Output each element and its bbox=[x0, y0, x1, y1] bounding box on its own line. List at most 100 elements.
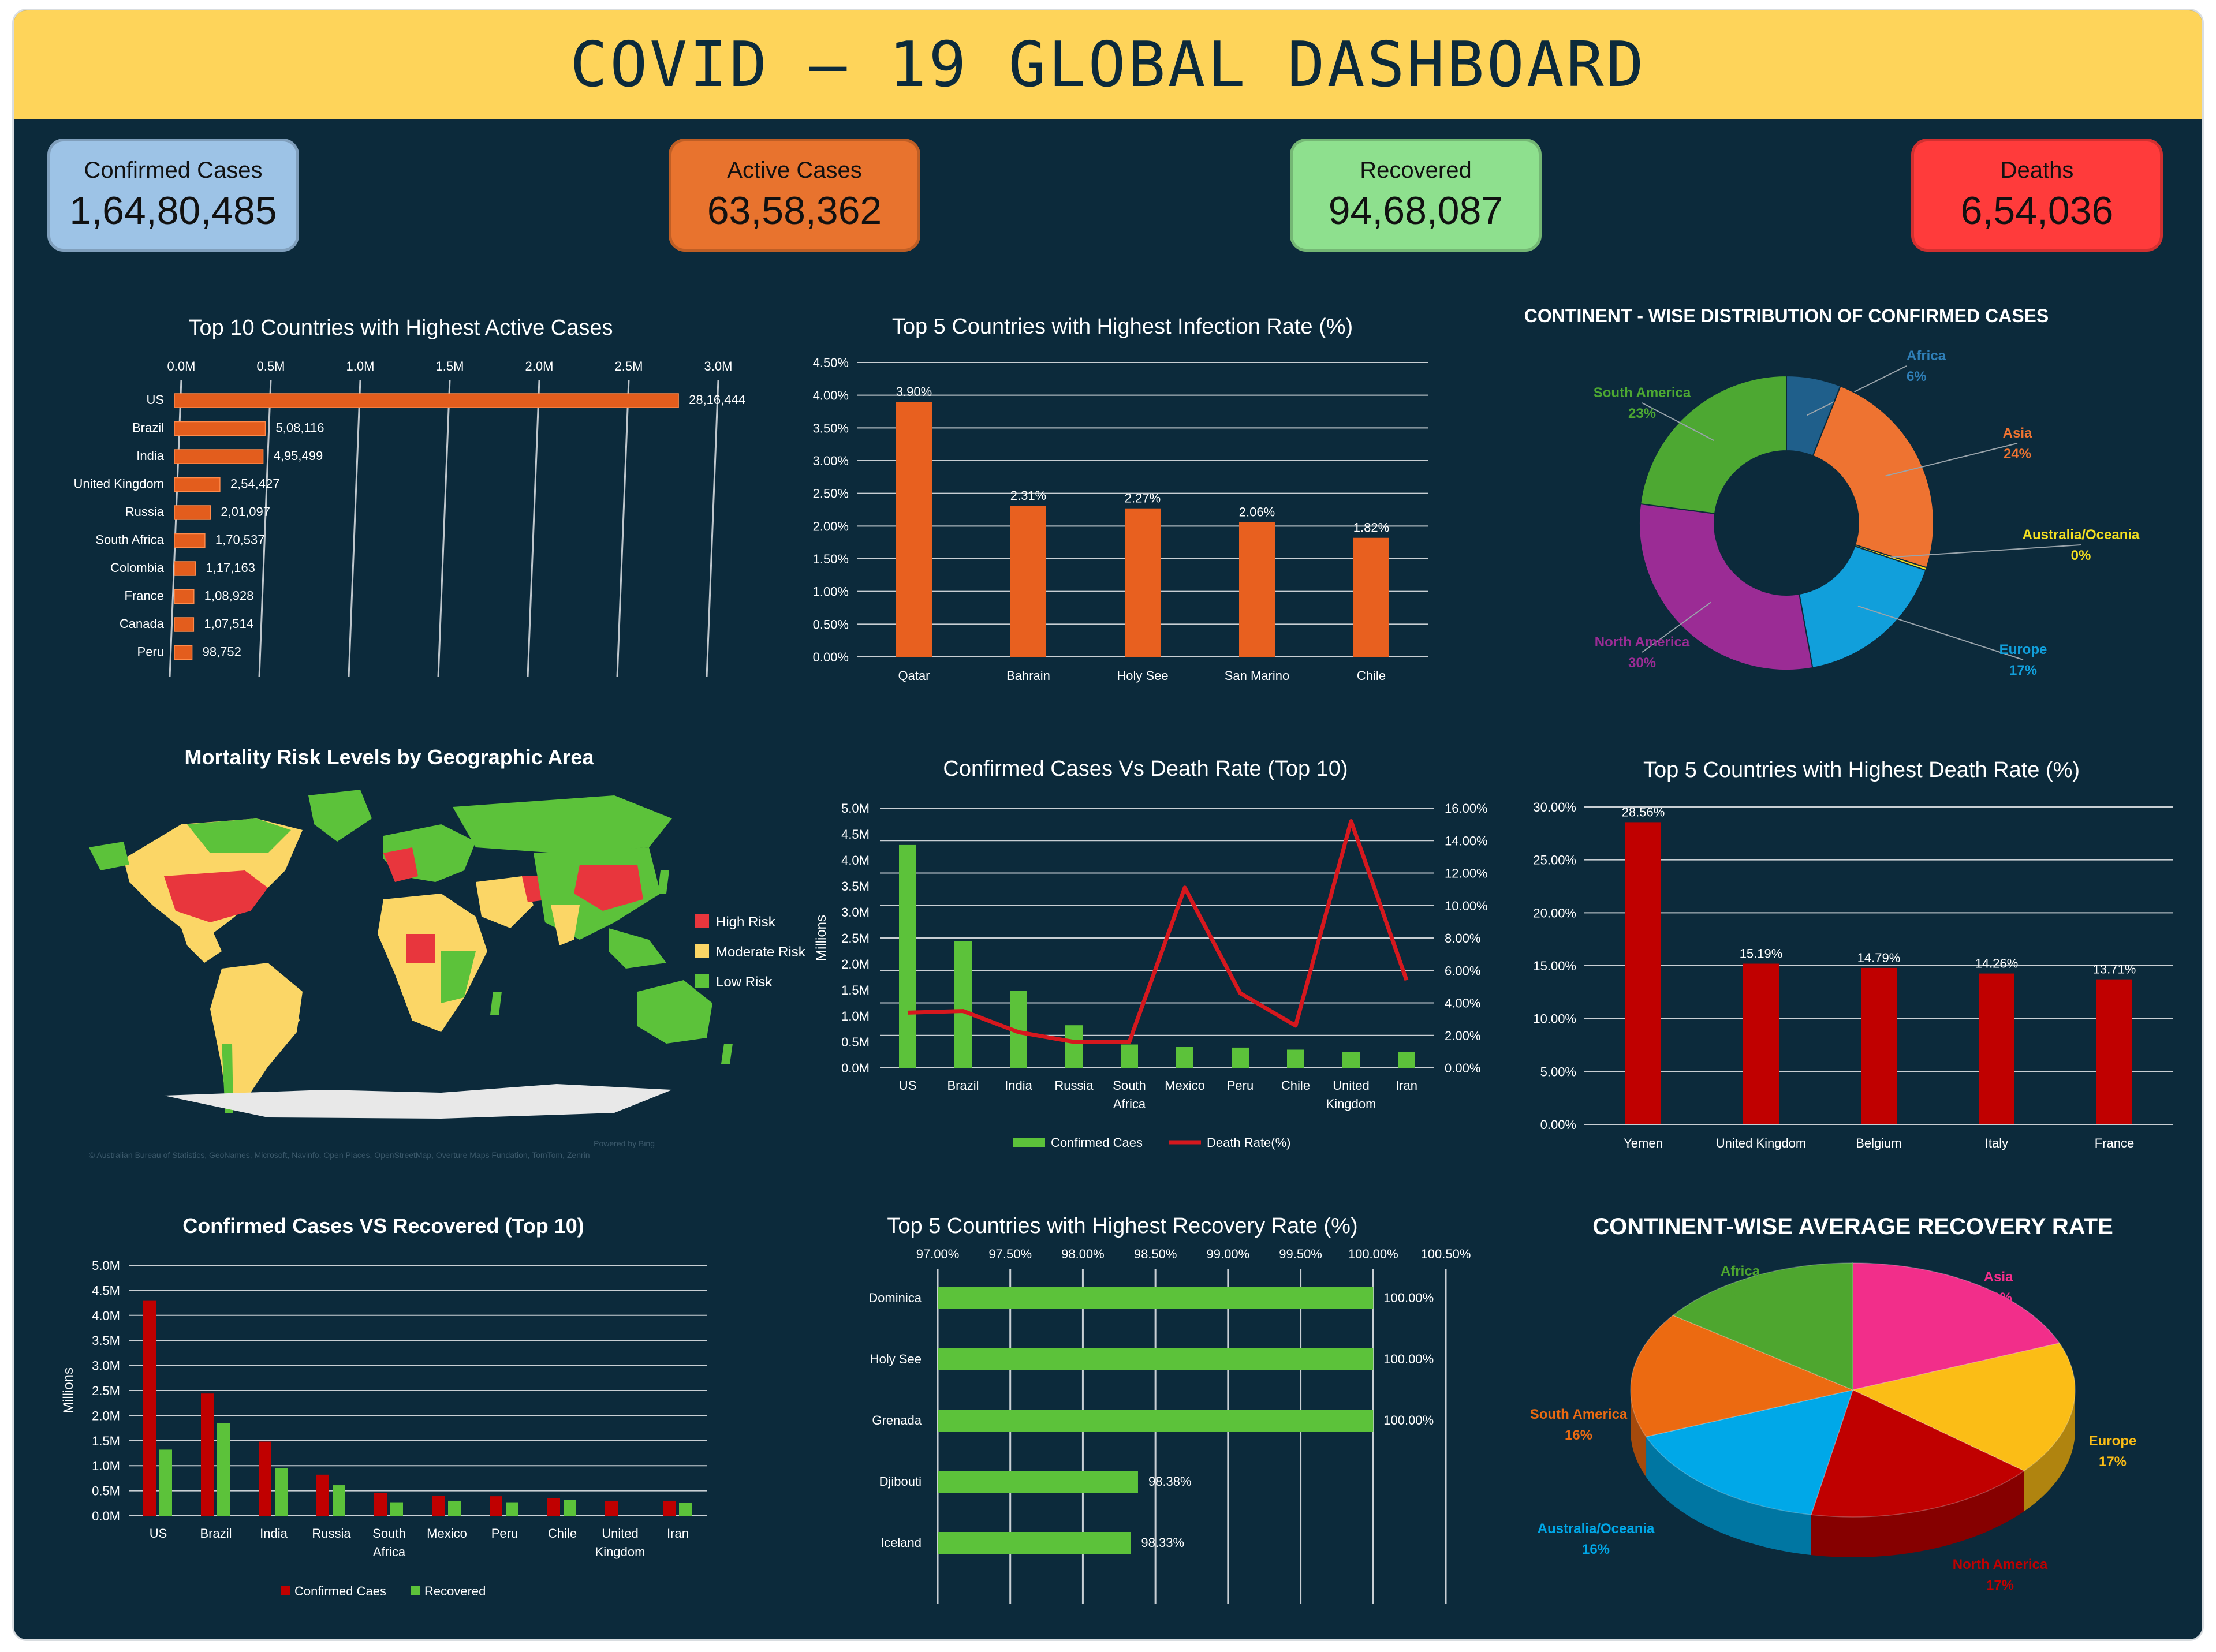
y-tick-label: 4.5M bbox=[841, 827, 870, 842]
category-label: United bbox=[1333, 1078, 1370, 1093]
category-label: Holy See bbox=[870, 1352, 922, 1366]
y2-tick-label: 10.00% bbox=[1445, 899, 1488, 913]
bar bbox=[1353, 537, 1389, 657]
bar bbox=[679, 1503, 692, 1516]
bar bbox=[1287, 1049, 1304, 1068]
bar bbox=[896, 402, 932, 657]
bar bbox=[1125, 508, 1161, 657]
x-tick-label: 1.0M bbox=[346, 359, 375, 373]
y-tick-label: 3.5M bbox=[92, 1333, 120, 1348]
bar bbox=[1398, 1052, 1415, 1068]
y-tick-label: 1.50% bbox=[813, 552, 849, 566]
chart-title: Top 5 Countries with Highest Death Rate … bbox=[1643, 758, 2080, 782]
bar bbox=[663, 1500, 676, 1516]
bar bbox=[333, 1485, 345, 1516]
map-region-new-zealand bbox=[721, 1044, 733, 1064]
y2-tick-label: 12.00% bbox=[1445, 866, 1488, 881]
x-tick-label: 3.0M bbox=[704, 359, 733, 373]
data-label: 14.26% bbox=[1975, 956, 2019, 971]
data-label: 1.82% bbox=[1353, 521, 1389, 535]
x-tick-label: 98.50% bbox=[1134, 1247, 1177, 1261]
bar bbox=[174, 449, 264, 464]
bar bbox=[432, 1496, 445, 1516]
category-label: Qatar bbox=[898, 668, 930, 683]
x-tick-label: 98.00% bbox=[1061, 1247, 1105, 1261]
data-label: 2.31% bbox=[1010, 488, 1046, 503]
series-line bbox=[907, 819, 1409, 1044]
category-label: South bbox=[1113, 1078, 1146, 1093]
kpi-value: 1,64,80,485 bbox=[69, 188, 277, 233]
infection-rate-chart: Top 5 Countries with Highest Infection R… bbox=[813, 315, 1428, 683]
y-tick-label: 3.5M bbox=[841, 879, 870, 894]
bar bbox=[174, 421, 266, 436]
gridline bbox=[527, 379, 540, 678]
map-region-southeast-asia bbox=[609, 928, 666, 969]
bar bbox=[954, 941, 972, 1068]
chart-title: CONTINENT-WISE AVERAGE RECOVERY RATE bbox=[1592, 1214, 2113, 1239]
y-tick-label: 15.00% bbox=[1533, 959, 1576, 973]
y-tick-label: 2.5M bbox=[92, 1384, 120, 1398]
y-tick-label: 0.0M bbox=[841, 1061, 870, 1075]
y-tick-label: 1.0M bbox=[841, 1009, 870, 1023]
data-label: 1,08,928 bbox=[204, 589, 254, 603]
bar bbox=[1342, 1052, 1360, 1068]
bar bbox=[506, 1502, 518, 1516]
map-region-mexico bbox=[181, 925, 222, 963]
category-label: US bbox=[899, 1078, 917, 1093]
mortality-risk-map: Mortality Risk Levels by Geographic Area bbox=[89, 745, 806, 1160]
data-label: 1,17,163 bbox=[206, 560, 255, 575]
map-region-japan bbox=[658, 870, 669, 894]
data-label: 1,70,537 bbox=[215, 533, 265, 547]
category-label: South Africa bbox=[95, 533, 164, 547]
map-region-russia bbox=[453, 795, 672, 853]
category-label: France bbox=[125, 589, 164, 603]
data-label: 1,07,514 bbox=[204, 616, 253, 631]
bar bbox=[159, 1449, 172, 1516]
legend-swatch-moderate bbox=[695, 944, 709, 958]
legend-label-high: High Risk bbox=[716, 914, 776, 930]
leader-line bbox=[1807, 365, 1907, 416]
map-region-canada-north bbox=[187, 818, 291, 853]
category-label: Peru bbox=[1227, 1078, 1254, 1093]
category-label: France bbox=[2095, 1136, 2134, 1150]
category-label: Iran bbox=[667, 1526, 689, 1541]
kpi-label: Active Cases bbox=[727, 157, 862, 183]
category-label: India bbox=[260, 1526, 288, 1541]
slice-pct-label: 17% bbox=[2009, 663, 2037, 678]
category-label: Mexico bbox=[427, 1526, 467, 1541]
kpi-value: 6,54,036 bbox=[1960, 188, 2114, 233]
category-label: Africa bbox=[1113, 1097, 1146, 1111]
leader-line bbox=[1857, 606, 2024, 660]
chart-title: Confirmed Cases Vs Death Rate (Top 10) bbox=[943, 757, 1348, 781]
category-label: Brazil bbox=[947, 1078, 979, 1093]
x-tick-label: 0.5M bbox=[257, 359, 285, 373]
bar bbox=[316, 1474, 329, 1516]
slice-pct-label: 6% bbox=[1907, 369, 1927, 384]
y-tick-label: 3.0M bbox=[92, 1359, 120, 1373]
category-label: Mexico bbox=[1165, 1078, 1205, 1093]
pie-slice-side bbox=[1811, 1471, 2024, 1557]
kpi-value: 94,68,087 bbox=[1328, 188, 1504, 233]
bar bbox=[174, 561, 196, 576]
bar bbox=[174, 645, 193, 660]
category-label: Djibouti bbox=[879, 1474, 922, 1489]
y-tick-label: 0.00% bbox=[1540, 1117, 1576, 1132]
slice-pct-label: 23% bbox=[1628, 406, 1656, 421]
pie-slice bbox=[1851, 1343, 2076, 1472]
slice-pct-label: 15% bbox=[1726, 1284, 1754, 1300]
pie-slice bbox=[1852, 1262, 2061, 1391]
y2-tick-label: 6.00% bbox=[1445, 963, 1480, 978]
map-region-africa-central bbox=[406, 934, 435, 963]
y-tick-label: 4.0M bbox=[92, 1309, 120, 1323]
gridline bbox=[437, 379, 451, 678]
kpi-value: 63,58,362 bbox=[707, 188, 882, 233]
category-label: US bbox=[146, 393, 164, 407]
bar bbox=[490, 1496, 502, 1516]
bar bbox=[174, 505, 211, 520]
legend-label-low: Low Risk bbox=[716, 974, 773, 990]
y-tick-label: 4.0M bbox=[841, 853, 870, 868]
data-label: 4,95,499 bbox=[274, 448, 323, 463]
pie-slice-side bbox=[2024, 1390, 2075, 1512]
pie-slice-side bbox=[1631, 1390, 1647, 1477]
bar bbox=[899, 844, 916, 1068]
